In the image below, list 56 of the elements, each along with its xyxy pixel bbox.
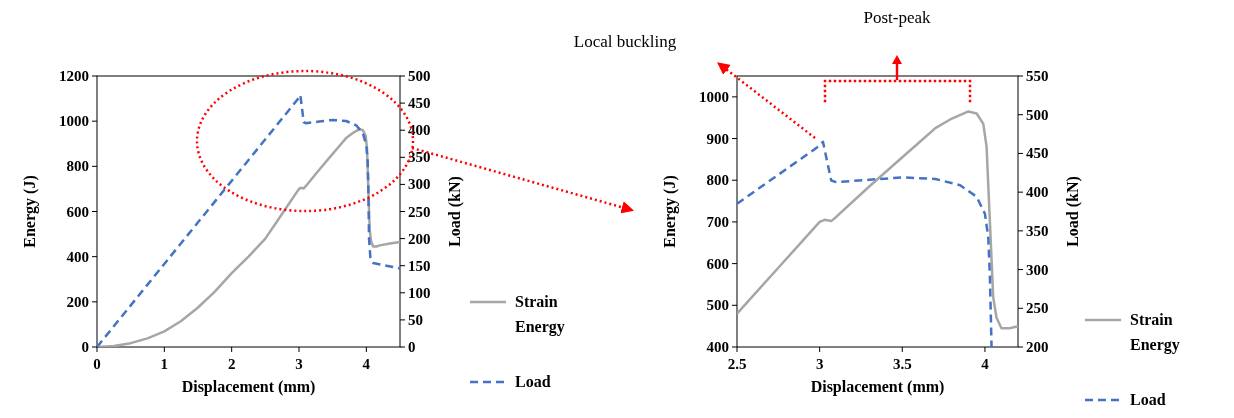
line-series	[737, 110, 1018, 330]
y-tick-label: 400	[66, 248, 89, 265]
y-tick-label: 800	[706, 172, 729, 189]
x-tick-label: 2	[227, 356, 236, 372]
x-axis-title: Displacement (mm)	[810, 378, 945, 396]
x-tick-label: 0	[93, 356, 101, 372]
x-tick-label: 1	[160, 356, 169, 372]
y-tick-label: 0	[81, 339, 89, 355]
y-axis-title: Energy (J)	[661, 175, 679, 248]
y-tick-label: 500	[706, 297, 729, 314]
x-tick-label: 3.5	[892, 356, 912, 372]
y-tick-label: 1000	[699, 88, 729, 105]
y2-tick-label: 150	[408, 257, 431, 274]
y2-tick-label: 500	[1026, 106, 1049, 123]
x-tick-label: 2.5	[727, 356, 747, 372]
y2-tick-label: 100	[408, 284, 431, 301]
x-tick-label: 4	[362, 356, 371, 372]
y2-tick-label: 550	[1026, 68, 1049, 84]
y2-tick-label: 350	[1026, 222, 1049, 239]
y-axis-title: Energy (J)	[21, 175, 39, 248]
x-tick-label: 3	[295, 356, 303, 372]
text: Local buckling	[573, 32, 677, 51]
y2-tick-label: 500	[408, 68, 431, 84]
y2-axis-title: Load (kN)	[1064, 176, 1082, 247]
y-tick-label: 600	[706, 255, 729, 272]
y2-tick-label: 450	[408, 95, 431, 112]
y-tick-label: 200	[66, 293, 89, 310]
x-tick-label: 3	[815, 356, 824, 372]
y-tick-label: 400	[706, 339, 729, 355]
y-tick-label: 700	[706, 213, 729, 230]
line-series	[737, 140, 993, 347]
y-tick-label: 1200	[59, 68, 89, 84]
y2-tick-label: 300	[408, 176, 431, 193]
y2-tick-label: 50	[408, 311, 423, 328]
y2-tick-label: 350	[408, 149, 431, 166]
y2-tick-label: 300	[1026, 261, 1049, 278]
y2-tick-label: 250	[408, 203, 431, 220]
y2-tick-label: 0	[408, 339, 416, 355]
y2-tick-label: 250	[1026, 300, 1049, 317]
legend-label: Load	[1130, 391, 1166, 408]
legend-label: Strain Energy	[515, 293, 565, 336]
y2-tick-label: 400	[1026, 184, 1049, 201]
y2-tick-label: 200	[1026, 339, 1049, 355]
y-tick-label: 800	[66, 158, 89, 175]
y2-tick-label: 450	[1026, 145, 1049, 162]
text: Post-peak	[863, 8, 932, 27]
legend-label: Strain Energy	[1130, 311, 1180, 354]
x-tick-label: 4	[981, 356, 990, 372]
x-axis-title: Displacement (mm)	[181, 378, 316, 396]
y2-tick-label: 200	[408, 230, 431, 247]
legend-label: Load	[515, 373, 551, 390]
y2-axis-title: Load (kN)	[446, 176, 464, 247]
y2-tick-label: 400	[408, 122, 431, 139]
y-tick-label: 1000	[59, 113, 89, 130]
y-tick-label: 600	[66, 203, 89, 220]
y-tick-label: 900	[706, 130, 729, 147]
